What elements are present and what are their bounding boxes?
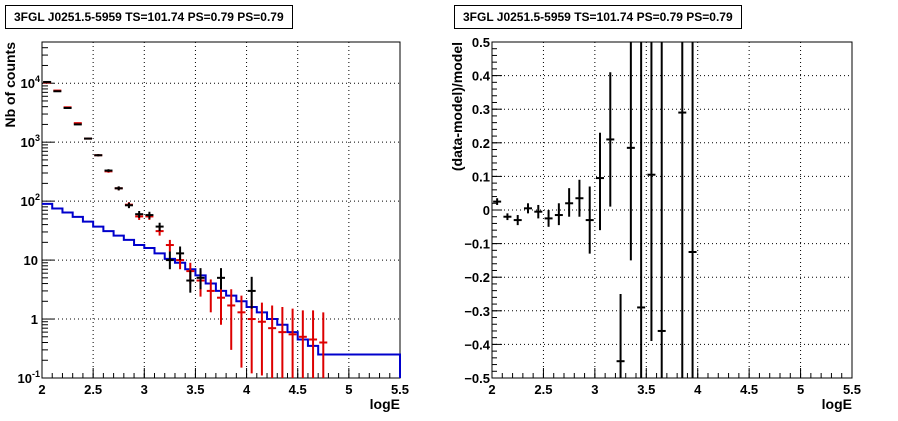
x-tick-label: 4 bbox=[694, 382, 702, 397]
right-chart-title: 3FGL J0251.5-5959 TS=101.74 PS=0.79 PS=0… bbox=[454, 5, 742, 29]
y-tick-label: 0.4 bbox=[472, 69, 491, 84]
data-point bbox=[135, 211, 144, 218]
data-point bbox=[43, 80, 52, 83]
model-point bbox=[247, 300, 256, 374]
x-tick-label: 4.5 bbox=[289, 382, 307, 397]
x-tick-label: 2.5 bbox=[534, 382, 552, 397]
model-step-line bbox=[42, 202, 401, 378]
residual-point bbox=[554, 203, 563, 226]
y-tick-label: 104 bbox=[21, 74, 40, 91]
data-point bbox=[124, 202, 133, 209]
x-tick-label: 3.5 bbox=[637, 382, 655, 397]
model-point bbox=[165, 239, 174, 252]
y-tick-label: −0.1 bbox=[464, 237, 490, 252]
data-point bbox=[84, 137, 93, 140]
data-point bbox=[53, 90, 62, 93]
model-point bbox=[298, 310, 307, 378]
y-tick-label: 0.3 bbox=[472, 102, 490, 117]
y-tick-label: −0.2 bbox=[464, 270, 490, 285]
residual-point bbox=[626, 42, 635, 261]
model-point bbox=[217, 284, 225, 325]
residual-point bbox=[647, 42, 656, 342]
model-point bbox=[288, 308, 297, 378]
model-point bbox=[237, 295, 246, 368]
x-tick-label: 3.5 bbox=[186, 382, 204, 397]
x-tick-label: 2.5 bbox=[84, 382, 102, 397]
residual-point bbox=[544, 210, 553, 227]
residual-point bbox=[688, 42, 697, 378]
y-axis-label: Nb of counts bbox=[2, 42, 18, 128]
x-tick-label: 5.5 bbox=[391, 382, 409, 397]
residual-point bbox=[657, 42, 666, 378]
x-tick-label: 5 bbox=[345, 382, 352, 397]
y-tick-label: 1 bbox=[31, 312, 38, 327]
model-point bbox=[227, 289, 236, 350]
residual-point bbox=[524, 203, 532, 214]
data-point bbox=[114, 186, 123, 191]
y-tick-label: 102 bbox=[21, 192, 40, 209]
y-tick-label: −0.4 bbox=[464, 337, 490, 352]
x-tick-label: 5.5 bbox=[843, 382, 861, 397]
data-point bbox=[176, 246, 185, 261]
x-axis-label: logE bbox=[370, 396, 400, 412]
residual-point bbox=[503, 213, 512, 221]
model-point bbox=[257, 302, 266, 376]
data-point bbox=[145, 211, 154, 219]
residual-point bbox=[637, 42, 646, 378]
data-point bbox=[196, 268, 205, 290]
data-point bbox=[165, 251, 174, 270]
x-tick-label: 3 bbox=[141, 382, 148, 397]
y-tick-label: 103 bbox=[21, 133, 40, 150]
model-point bbox=[206, 279, 215, 313]
y-axis-label: (data-model)/model bbox=[449, 42, 465, 171]
residual-point bbox=[585, 186, 594, 254]
y-tick-label: 0.5 bbox=[472, 35, 490, 50]
residual-point bbox=[565, 188, 574, 217]
y-tick-label: 10 bbox=[24, 253, 38, 268]
x-tick-label: 4.5 bbox=[740, 382, 758, 397]
left-chart-title: 3FGL J0251.5-5959 TS=101.74 PS=0.79 PS=0… bbox=[5, 5, 293, 29]
data-point bbox=[73, 123, 82, 126]
x-tick-label: 2 bbox=[38, 382, 45, 397]
y-tick-label: −0.3 bbox=[464, 304, 490, 319]
x-tick-label: 2 bbox=[488, 382, 495, 397]
data-point bbox=[155, 222, 164, 232]
data-point bbox=[94, 154, 103, 157]
residual-point bbox=[616, 294, 625, 378]
residual-point bbox=[575, 179, 584, 217]
data-point bbox=[104, 169, 113, 172]
x-tick-label: 4 bbox=[243, 382, 251, 397]
residual-point bbox=[606, 72, 615, 207]
model-point bbox=[278, 307, 287, 378]
y-tick-label: 0.1 bbox=[472, 169, 490, 184]
data-point bbox=[63, 106, 72, 109]
residual-point bbox=[534, 204, 543, 219]
y-tick-label: 10-1 bbox=[18, 369, 40, 386]
residual-point bbox=[513, 215, 522, 226]
y-tick-label: 0.2 bbox=[472, 136, 490, 151]
data-point bbox=[247, 276, 256, 309]
model-point bbox=[268, 305, 277, 378]
model-point bbox=[319, 312, 328, 378]
residual-point bbox=[596, 132, 604, 231]
residual-point bbox=[493, 198, 502, 205]
x-tick-label: 3 bbox=[591, 382, 598, 397]
x-tick-label: 5 bbox=[797, 382, 804, 397]
model-point bbox=[309, 310, 318, 378]
data-point bbox=[217, 268, 225, 290]
data-point bbox=[186, 270, 195, 293]
y-tick-label: −0.5 bbox=[464, 371, 490, 386]
left-chart-frame bbox=[41, 41, 401, 379]
x-axis-label: logE bbox=[822, 396, 852, 412]
residual-point bbox=[678, 42, 687, 378]
y-tick-label: 0 bbox=[483, 203, 490, 218]
